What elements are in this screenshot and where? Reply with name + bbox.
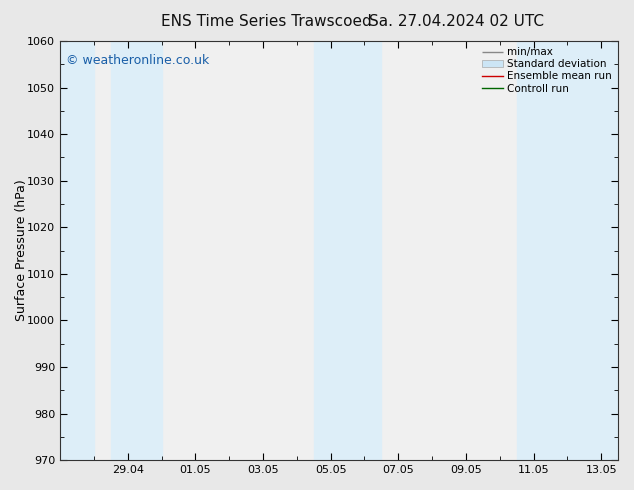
Legend: min/max, Standard deviation, Ensemble mean run, Controll run: min/max, Standard deviation, Ensemble me… (479, 44, 615, 97)
Bar (111, 41, 162, 460)
Bar (314, 41, 381, 460)
Text: ENS Time Series Trawscoed: ENS Time Series Trawscoed (161, 14, 372, 29)
Text: Sa. 27.04.2024 02 UTC: Sa. 27.04.2024 02 UTC (369, 14, 544, 29)
Bar (60, 41, 94, 460)
Text: © weatheronline.co.uk: © weatheronline.co.uk (66, 53, 209, 67)
Y-axis label: Surface Pressure (hPa): Surface Pressure (hPa) (15, 180, 28, 321)
Bar (517, 41, 618, 460)
